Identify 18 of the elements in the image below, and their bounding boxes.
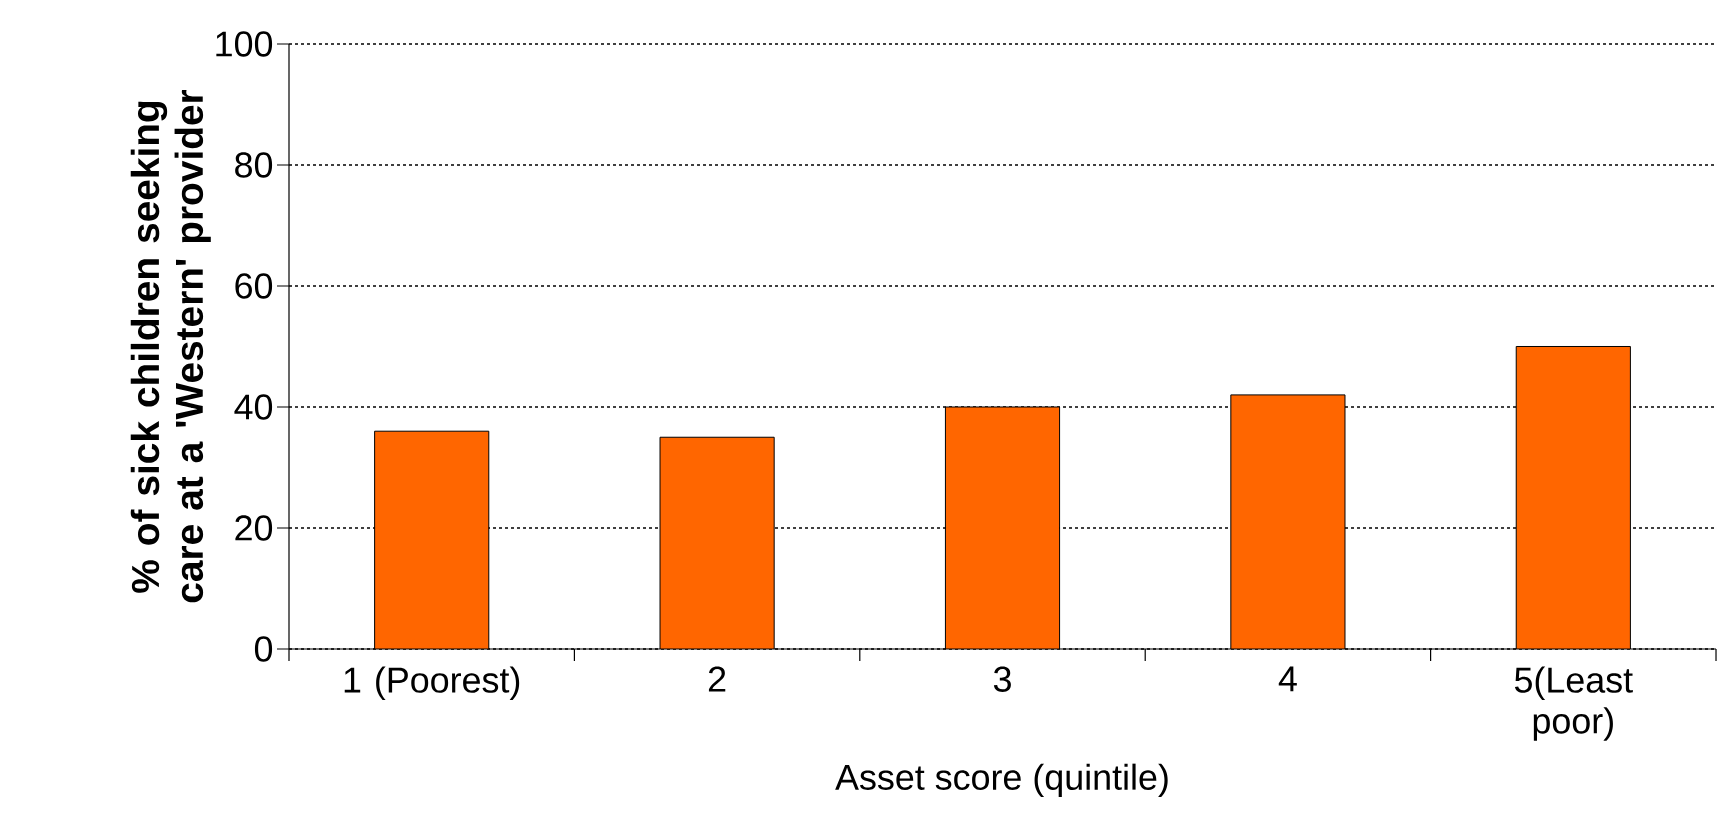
- y-tick-label: 60: [235, 273, 273, 299]
- x-axis-title: Asset score (quintile): [835, 763, 1168, 798]
- x-tick-label: 1 (Poorest): [344, 666, 520, 700]
- y-axis-title: % of sick children seeking care at a 'Western' provider: [130, 89, 211, 603]
- bar: [374, 431, 489, 649]
- y-tick-label: 20: [235, 515, 273, 541]
- y-tick-label: 100: [216, 31, 273, 57]
- bar: [1515, 346, 1631, 649]
- y-tick-label: 0: [254, 636, 273, 662]
- x-tick-label: 3: [993, 666, 1011, 692]
- x-tick-label: 5(Least poor): [1514, 666, 1633, 741]
- bar: [945, 407, 1060, 649]
- bar: [1230, 394, 1345, 649]
- x-tick-label: 2: [708, 666, 726, 692]
- y-tick-label: 80: [235, 152, 273, 178]
- y-tick-label: 40: [234, 394, 273, 420]
- bar: [660, 437, 775, 649]
- x-tick-label: 4: [1278, 666, 1297, 692]
